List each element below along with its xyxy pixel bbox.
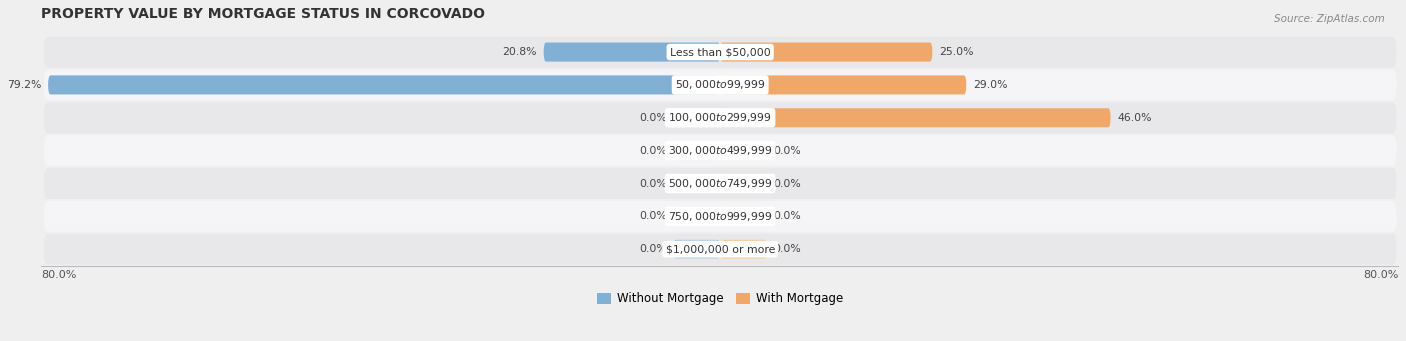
Legend: Without Mortgage, With Mortgage: Without Mortgage, With Mortgage [592,288,848,310]
FancyBboxPatch shape [44,168,1396,199]
Text: 0.0%: 0.0% [773,178,801,189]
Text: 25.0%: 25.0% [939,47,973,57]
FancyBboxPatch shape [720,174,766,193]
FancyBboxPatch shape [720,43,932,62]
FancyBboxPatch shape [720,108,1111,127]
FancyBboxPatch shape [44,102,1396,133]
Text: Less than $50,000: Less than $50,000 [669,47,770,57]
FancyBboxPatch shape [44,36,1396,68]
FancyBboxPatch shape [673,174,720,193]
Text: $100,000 to $299,999: $100,000 to $299,999 [668,111,772,124]
FancyBboxPatch shape [44,135,1396,166]
FancyBboxPatch shape [720,75,966,94]
Text: 20.8%: 20.8% [502,47,537,57]
Text: 0.0%: 0.0% [638,146,666,155]
FancyBboxPatch shape [720,141,766,160]
FancyBboxPatch shape [673,141,720,160]
FancyBboxPatch shape [673,108,720,127]
FancyBboxPatch shape [48,75,720,94]
Text: 0.0%: 0.0% [638,211,666,221]
Text: 0.0%: 0.0% [773,211,801,221]
FancyBboxPatch shape [44,70,1396,100]
Text: 0.0%: 0.0% [638,244,666,254]
FancyBboxPatch shape [44,201,1396,232]
Text: 46.0%: 46.0% [1118,113,1152,123]
Text: PROPERTY VALUE BY MORTGAGE STATUS IN CORCOVADO: PROPERTY VALUE BY MORTGAGE STATUS IN COR… [41,7,485,21]
Text: 0.0%: 0.0% [773,244,801,254]
FancyBboxPatch shape [673,207,720,226]
Text: 29.0%: 29.0% [973,80,1008,90]
FancyBboxPatch shape [44,234,1396,265]
Text: 80.0%: 80.0% [1364,270,1399,280]
FancyBboxPatch shape [720,240,766,259]
FancyBboxPatch shape [544,43,720,62]
Text: $50,000 to $99,999: $50,000 to $99,999 [675,78,765,91]
FancyBboxPatch shape [673,240,720,259]
Text: 79.2%: 79.2% [7,80,41,90]
Text: Source: ZipAtlas.com: Source: ZipAtlas.com [1274,14,1385,24]
Text: 0.0%: 0.0% [773,146,801,155]
Text: 80.0%: 80.0% [41,270,77,280]
Text: $750,000 to $999,999: $750,000 to $999,999 [668,210,772,223]
Text: 0.0%: 0.0% [638,113,666,123]
Text: $300,000 to $499,999: $300,000 to $499,999 [668,144,772,157]
FancyBboxPatch shape [720,207,766,226]
Text: 0.0%: 0.0% [638,178,666,189]
Text: $500,000 to $749,999: $500,000 to $749,999 [668,177,772,190]
Text: $1,000,000 or more: $1,000,000 or more [665,244,775,254]
